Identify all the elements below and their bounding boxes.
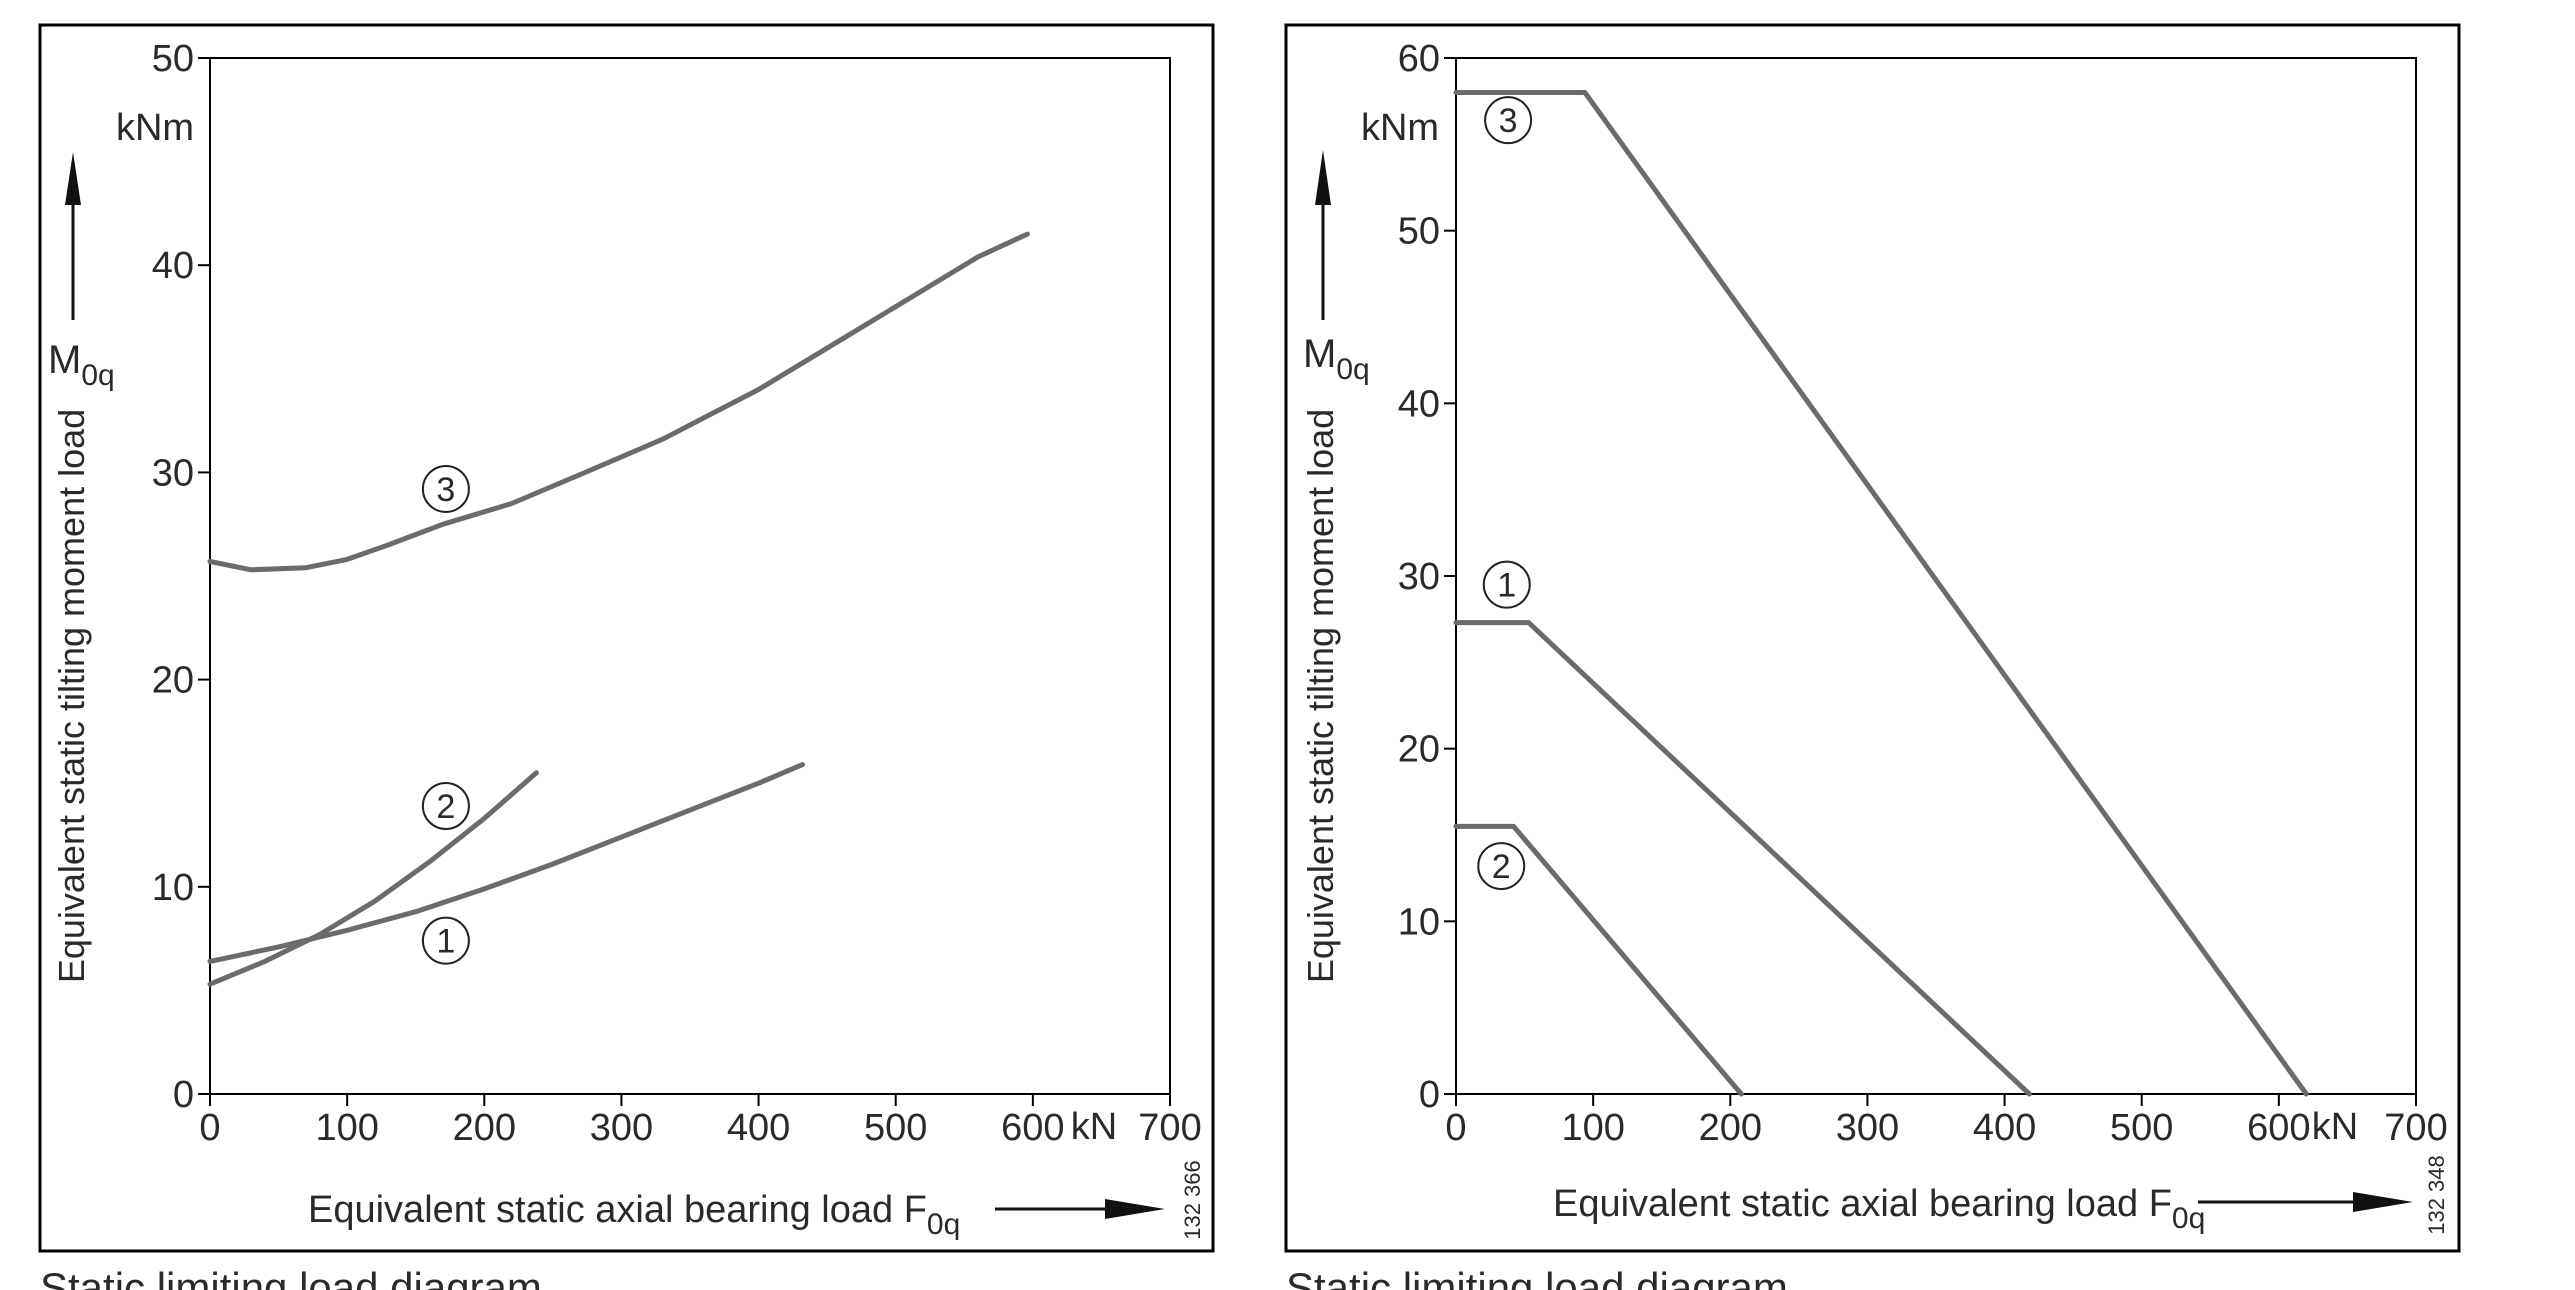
y-arrow xyxy=(65,152,81,320)
series-label-circle xyxy=(421,916,470,965)
x-tick-label: 500 xyxy=(864,1107,927,1149)
series-line-2 xyxy=(207,770,539,987)
series-line-2 xyxy=(1453,823,1744,1097)
series-line-1 xyxy=(1453,620,2032,1097)
y-tick-label: 40 xyxy=(1398,383,1440,425)
x-tick-label: 600 xyxy=(1001,1107,1064,1149)
x-tick-label: 0 xyxy=(199,1107,220,1149)
series-label-2: 2 xyxy=(1492,848,1511,886)
x-tick-label: 700 xyxy=(1138,1107,1201,1149)
y-tick-label: 0 xyxy=(1419,1074,1440,1116)
series-label-circle xyxy=(1477,842,1526,891)
x-tick-label: 100 xyxy=(1561,1107,1624,1149)
series-label-3: 3 xyxy=(1499,102,1518,140)
y-symbol: M0q xyxy=(48,338,115,392)
x-arrow xyxy=(2198,1192,2413,1212)
y-tick-label: 30 xyxy=(1398,556,1440,598)
chart-left: 0 100 200 300 400 500 600 700 0 10 20 30 40 50 1 2 3 kN… xyxy=(38,23,1215,1290)
x-unit: kN xyxy=(1071,1106,1117,1148)
y-tick-label: 20 xyxy=(1398,729,1440,771)
series-line-1 xyxy=(207,762,805,964)
x-tick-label: 200 xyxy=(1699,1107,1762,1149)
plot-area xyxy=(209,57,1171,1095)
series-line-3 xyxy=(1453,90,2309,1097)
series-label-circle xyxy=(1482,560,1531,609)
x-tick-label: 200 xyxy=(453,1107,516,1149)
y-axis-label: Equivalent static tilting moment load xyxy=(51,409,92,983)
y-symbol: M0q xyxy=(1303,332,1370,386)
y-tick-label: 50 xyxy=(152,38,194,80)
chart-panel-left: 0 100 200 300 400 500 600 700 0 10 20 30 40 50 1 2 3 kN… xyxy=(0,0,1260,1290)
series-layer xyxy=(1453,90,2309,1097)
y-tick-label: 40 xyxy=(152,245,194,287)
tick-layer: 0 100 200 300 400 500 600 700 0 10 20 30 40 50 xyxy=(152,38,1202,1149)
series-label-layer: 1 2 3 xyxy=(1477,96,1533,891)
series-label-1: 1 xyxy=(1497,567,1516,605)
tick-layer: 0 100 200 300 400 500 600 700 0 10 20 30 40 50 60 xyxy=(1398,38,2448,1149)
y-tick-label: 20 xyxy=(152,660,194,702)
series-label-3: 3 xyxy=(436,471,455,509)
series-label-layer: 1 2 3 xyxy=(421,464,470,965)
x-arrow xyxy=(995,1199,1165,1219)
x-axis-label: Equivalent static axial bearing load F0q xyxy=(1553,1183,2205,1235)
series-label-circle xyxy=(1484,96,1533,145)
y-unit: kNm xyxy=(116,107,194,149)
x-axis-label: Equivalent static axial bearing load F0q xyxy=(308,1189,960,1241)
caption: Static limiting load diagram xyxy=(40,1264,542,1290)
y-tick-label: 10 xyxy=(152,867,194,909)
figure-number: 132 366 xyxy=(1180,1160,1205,1240)
y-tick-label: 0 xyxy=(173,1074,194,1116)
series-line-3 xyxy=(207,231,1030,573)
x-unit: kN xyxy=(2312,1106,2358,1148)
y-arrow xyxy=(1315,150,1331,320)
x-tick-label: 100 xyxy=(315,1107,378,1149)
x-tick-label: 400 xyxy=(727,1107,790,1149)
y-axis-label: Equivalent static tilting moment load xyxy=(1300,409,1341,983)
y-unit: kNm xyxy=(1361,107,1439,149)
x-tick-label: 500 xyxy=(2110,1107,2173,1149)
series-label-1: 1 xyxy=(436,923,455,961)
y-tick-label: 60 xyxy=(1398,38,1440,80)
chart-frame xyxy=(1284,23,2461,1253)
y-tick-label: 30 xyxy=(152,452,194,494)
x-tick-label: 400 xyxy=(1973,1107,2036,1149)
x-tick-label: 300 xyxy=(590,1107,653,1149)
y-tick-label: 10 xyxy=(1398,901,1440,943)
y-tick-label: 50 xyxy=(1398,211,1440,253)
x-tick-label: 0 xyxy=(1445,1107,1466,1149)
x-tick-label: 700 xyxy=(2384,1107,2447,1149)
series-label-circle xyxy=(421,464,470,513)
series-label-circle xyxy=(421,781,470,830)
series-label-2: 2 xyxy=(436,788,455,826)
x-tick-label: 600 xyxy=(2247,1107,2310,1149)
figure-number: 132 348 xyxy=(2424,1155,2449,1235)
caption: Static limiting load diagram xyxy=(1286,1264,1788,1290)
x-tick-label: 300 xyxy=(1836,1107,1899,1149)
series-layer xyxy=(207,231,1030,987)
chart-frame xyxy=(38,23,1215,1253)
